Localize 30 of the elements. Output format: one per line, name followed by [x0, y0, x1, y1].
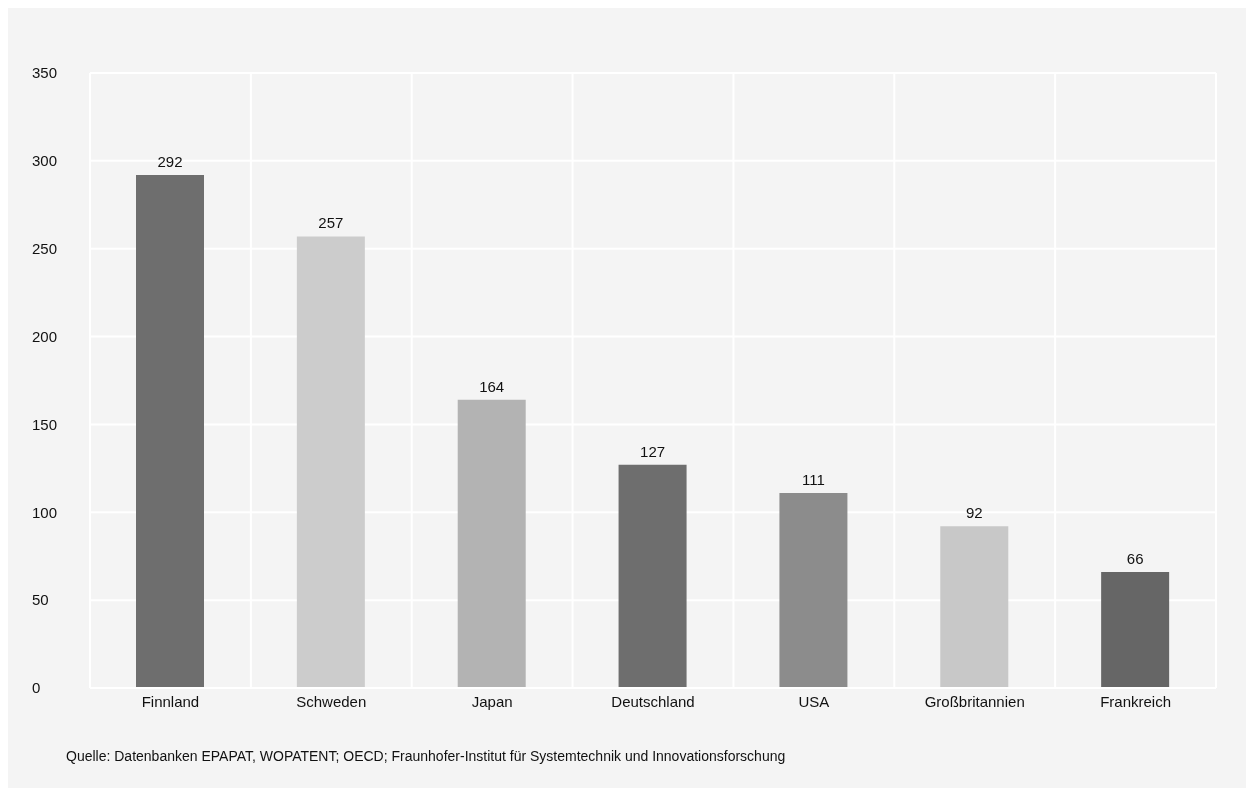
bar — [457, 399, 526, 688]
y-tick-label: 200 — [32, 327, 58, 345]
data-label: 111 — [802, 470, 825, 488]
x-tick-label: Großbritannien — [924, 692, 1025, 710]
y-tick-label: 150 — [32, 415, 58, 433]
y-tick-label: 300 — [32, 152, 58, 170]
bar — [1101, 572, 1170, 688]
x-tick-label: Deutschland — [611, 692, 695, 710]
x-tick-label: Schweden — [296, 692, 367, 710]
data-label: 127 — [640, 442, 666, 460]
y-tick-label: 0 — [32, 679, 41, 697]
x-tick-label: Frankreich — [1100, 692, 1171, 710]
bar — [779, 492, 848, 688]
x-tick-label: USA — [798, 692, 830, 710]
data-label: 92 — [965, 504, 983, 522]
x-tick-label: Japan — [471, 692, 513, 710]
y-tick-label: 250 — [32, 240, 58, 258]
y-tick-label: 50 — [32, 591, 49, 609]
data-label: 257 — [318, 214, 344, 232]
y-tick-label: 350 — [32, 64, 58, 82]
bar — [136, 174, 204, 688]
source-note: Quelle: Datenbanken EPAPAT, WOPATENT; OECD; Fraunhofer-Institut für Systemtechnik und Innovationsforschung — [66, 748, 786, 764]
x-tick-label: Finnland — [141, 692, 200, 710]
bar — [296, 236, 365, 688]
y-tick-label: 100 — [32, 503, 58, 521]
data-label: 164 — [479, 377, 505, 395]
bar — [618, 464, 687, 688]
data-label: 292 — [157, 152, 183, 170]
bar — [940, 526, 1009, 688]
data-label: 66 — [1126, 550, 1144, 568]
